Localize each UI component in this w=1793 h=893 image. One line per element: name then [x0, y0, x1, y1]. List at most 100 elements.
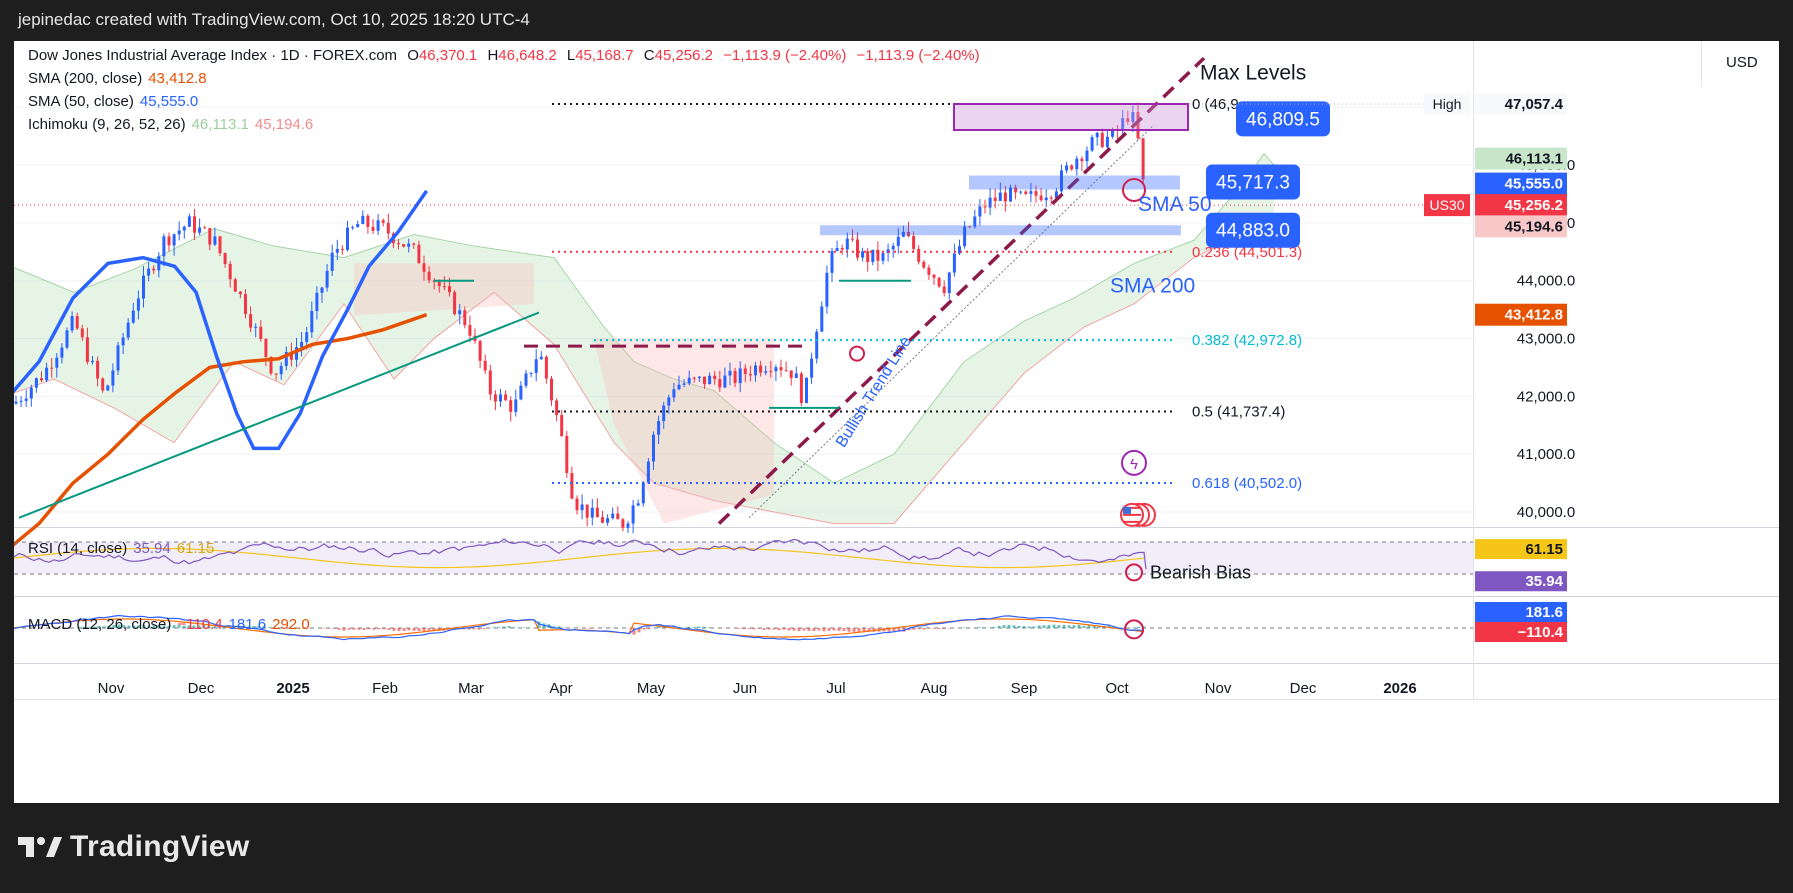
macd-histogram-bar [397, 628, 401, 632]
axis-separator [1701, 41, 1702, 87]
candle-body [172, 234, 176, 246]
zone-tag [1236, 101, 1330, 137]
macd-histogram-bar [982, 627, 986, 628]
macd-histogram-bar [512, 627, 516, 628]
macd-histogram-bar [372, 628, 376, 630]
legend-sma50[interactable]: SMA (50, close) 45,555.0 [28, 93, 199, 110]
macd-histogram-bar [402, 628, 406, 631]
price-label-tag-text: US30 [1429, 197, 1464, 213]
macd-histogram-bar [632, 628, 636, 635]
macd-histogram-bar [177, 624, 181, 628]
candle-body [947, 272, 951, 294]
macd-histogram-bar [82, 626, 86, 628]
macd-histogram-bar [252, 625, 256, 628]
macd-histogram-bar [1097, 625, 1101, 628]
candle-body [448, 286, 451, 293]
macd-histogram-bar [192, 625, 196, 628]
macd-histogram-bar [887, 628, 891, 632]
candle-body [371, 226, 375, 231]
macd-histogram-bar [837, 628, 841, 631]
chart-frame[interactable]: 0 (46,9 0.236 (44,501.3) 0.382 (42,972.8) 0… [14, 41, 1779, 803]
rsi-axis-label [1475, 539, 1567, 560]
close-value: 45,256.2 [654, 47, 713, 64]
macd-histogram-bar [807, 628, 811, 631]
high-value: 46,648.2 [498, 47, 557, 64]
price-axis-tick: 44,000.0 [1517, 273, 1575, 290]
macd-histogram-bar [772, 628, 776, 630]
tradingview-logo-icon [18, 837, 62, 857]
currency-selector[interactable]: USD [1726, 54, 1758, 71]
symbol-name[interactable]: Dow Jones Industrial Average Index · 1D … [28, 47, 398, 64]
macd-histogram-bar [1057, 625, 1061, 628]
candle-body [983, 206, 987, 208]
sma200-line [14, 313, 428, 547]
candle-body [901, 231, 905, 237]
time-axis-tick: Dec [1290, 680, 1317, 697]
macd-histogram-bar [977, 627, 981, 628]
candle-body [1131, 112, 1135, 122]
legend-ichimoku[interactable]: Ichimoku (9, 26, 52, 26) 46,113.1 45,194.6 [28, 116, 314, 133]
candle-body [1080, 158, 1084, 162]
annotation-sma200: SMA 200 [1110, 274, 1195, 297]
macd-histogram-bar [172, 625, 176, 628]
time-axis-tick: Apr [549, 680, 572, 697]
candle-body [264, 338, 268, 357]
macd-histogram-bar [247, 626, 251, 628]
macd-histogram-bar [97, 625, 101, 628]
candle-body [748, 373, 752, 376]
candle-body [1014, 187, 1018, 193]
price-label [1475, 215, 1567, 238]
candle-body [274, 373, 278, 375]
time-axis-tick: Oct [1105, 680, 1129, 697]
candle-body [616, 513, 620, 520]
candle-body [942, 286, 946, 294]
chart-header: jepinedac created with TradingView.com, … [18, 10, 530, 29]
macd-histogram-bar [642, 628, 646, 630]
price-axis-tick: 40,000.0 [1517, 504, 1575, 521]
candle-body [198, 227, 202, 233]
rsi-axis-label-text: 61.15 [1525, 541, 1563, 558]
candle-body [993, 197, 997, 201]
candle-body [856, 239, 859, 258]
candle-body [493, 394, 497, 402]
macd-histogram-bar [232, 626, 236, 628]
candle-body [55, 357, 59, 368]
macd-histogram-bar [117, 624, 121, 628]
candle-body [601, 517, 604, 523]
macd-histogram-bar [1082, 625, 1086, 628]
candle-body [524, 373, 528, 386]
legend-macd[interactable]: MACD (12, 26, close) −110.4 181.6 292.0 [28, 616, 310, 633]
price-chart[interactable]: 0 (46,9 0.236 (44,501.3) 0.382 (42,972.8) 0… [14, 41, 1779, 803]
macd-histogram-bar [497, 627, 501, 628]
candle-body [626, 523, 630, 528]
candle-body [1126, 118, 1130, 122]
price-label-text: 45,194.6 [1505, 218, 1563, 235]
candle-body [91, 360, 94, 363]
legend-sma200[interactable]: SMA (200, close) 43,412.8 [28, 70, 207, 87]
candle-body [259, 326, 263, 339]
candle-body [412, 243, 416, 245]
candle-body [575, 498, 579, 511]
candle-body [667, 397, 671, 406]
zone-tag [1206, 212, 1300, 248]
event-lightning-glyph: ϟ [1130, 456, 1138, 473]
candle-body [810, 358, 814, 378]
candle-body [754, 365, 757, 376]
macd-histogram-bar [452, 628, 456, 630]
candle-body [952, 253, 956, 273]
candle-body [1044, 197, 1048, 201]
macd-histogram-bar [92, 626, 96, 628]
candle-body [662, 405, 666, 422]
legend-rsi[interactable]: RSI (14, close) 35.94 61.15 [28, 540, 215, 557]
candle-body [1039, 195, 1043, 201]
candle-body [50, 367, 54, 369]
candle-body [279, 365, 283, 375]
macd-histogram-bar [492, 627, 496, 628]
candle-body [1034, 191, 1038, 196]
candle-body [19, 400, 23, 402]
macd-histogram-bar [342, 628, 346, 631]
candle-body [1070, 165, 1074, 170]
candle-body [70, 316, 74, 331]
candle-body [565, 436, 569, 474]
candle-body [682, 383, 686, 385]
